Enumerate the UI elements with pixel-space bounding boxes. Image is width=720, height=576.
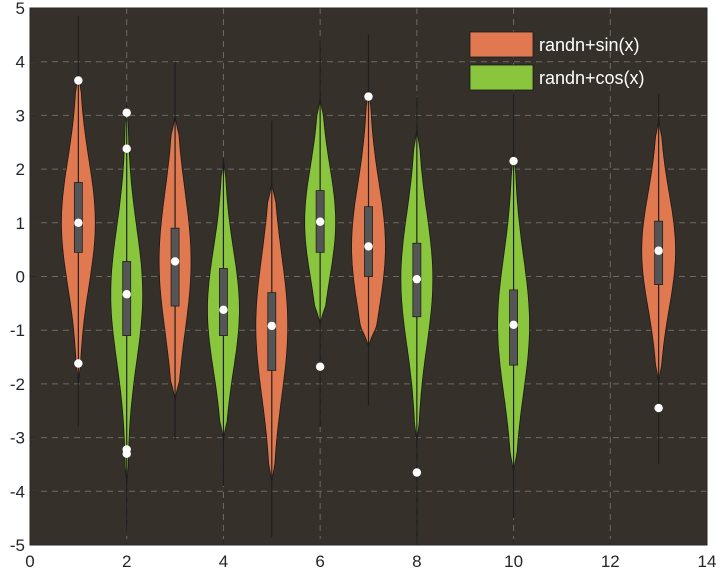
violin-median-point [364,242,373,251]
violin-iqr-box [364,206,373,277]
outlier-point [122,144,131,153]
violin-median-point [315,217,325,226]
violins [60,16,677,545]
y-tick-label: 2 [16,160,25,179]
violin-iqr-box [170,227,180,307]
outlier-point [364,92,373,101]
outlier-point [122,449,131,458]
outlier-point [74,76,83,85]
y-tick-label: 3 [16,106,25,125]
outlier-point [654,403,663,413]
outlier-point [509,156,518,166]
legend-swatch [469,64,534,91]
violin-iqr-box [267,292,277,371]
outlier-point [122,108,131,117]
x-tick-label: 10 [504,552,523,571]
outlier-point [412,468,422,477]
y-tick-label: -4 [10,482,25,501]
legend-label: randn+cos(x) [539,68,645,88]
y-tick-label: 0 [16,268,25,287]
x-tick-label: 0 [25,552,34,571]
violin-median-point [122,290,131,299]
y-tick-label: 4 [16,53,25,72]
violin-median-point [267,321,276,331]
violin-iqr-box [73,182,83,253]
x-tick-label: 4 [219,552,228,571]
violin-median-point [509,320,518,330]
x-tick-label: 6 [315,552,324,571]
y-tick-label: -3 [10,429,25,448]
violin-median-point [170,257,180,266]
y-tick-label: -2 [10,375,25,394]
violin-median-point [74,218,83,227]
violin-iqr-box [122,261,132,336]
legend-swatch [469,31,534,58]
x-tick-label: 14 [698,552,717,571]
violin-median-point [412,274,422,284]
legend: randn+sin(x) randn+cos(x) [469,31,645,91]
x-tick-label: 2 [122,552,131,571]
outlier-point [74,359,83,368]
y-tick-label: -5 [10,536,25,555]
violin-median-point [219,305,228,314]
y-tick-label: 5 [16,0,25,18]
violin-median-point [654,246,663,255]
x-tick-label: 12 [601,552,620,571]
y-tick-label: -1 [10,321,25,340]
violin-iqr-box [219,268,228,336]
x-tick-label: 8 [412,552,421,571]
outlier-point [315,362,325,371]
legend-label: randn+sin(x) [539,35,640,55]
y-tick-label: 1 [16,214,25,233]
